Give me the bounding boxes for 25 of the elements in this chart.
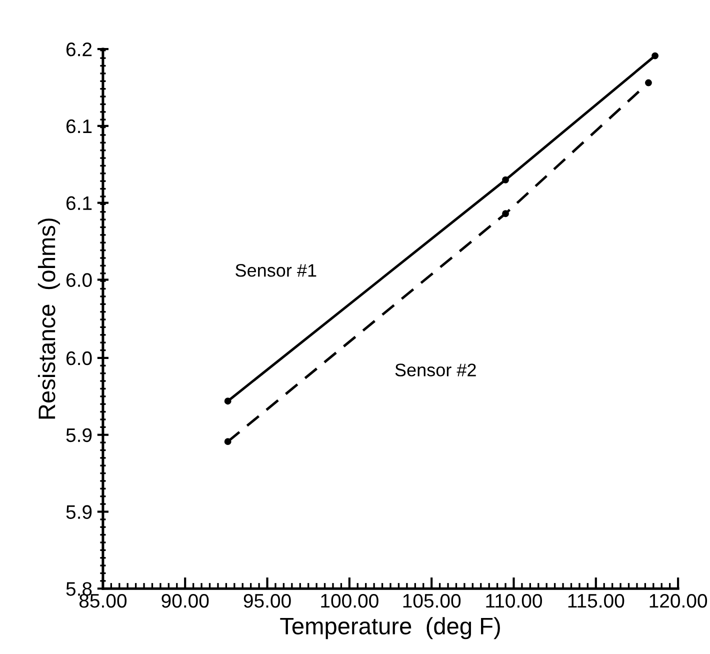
y-tick-label: 6.0 <box>66 351 92 366</box>
x-tick-label: 120.00 <box>650 594 708 608</box>
y-tick-label: 6.0 <box>66 273 92 287</box>
y-tick-label: 6.2 <box>66 42 92 56</box>
x-tick-label: 105.00 <box>403 594 461 608</box>
text: Sensor #2 <box>395 364 476 376</box>
x-tick-label: 110.00 <box>486 594 542 608</box>
y-tick-label: 5.9 <box>66 428 92 442</box>
point <box>652 52 659 60</box>
point <box>502 176 509 184</box>
y-tick-label: 6.1 <box>66 119 92 134</box>
y-tick-label: 5.8 <box>66 582 92 596</box>
point <box>502 210 509 218</box>
point <box>645 79 652 86</box>
x-tick-label: 90.00 <box>162 594 209 608</box>
point <box>224 438 232 446</box>
x-axis-title: Temperature (deg F) <box>280 617 500 640</box>
text: Sensor #1 <box>236 264 316 277</box>
x-tick-label: 95.00 <box>244 594 291 608</box>
x-tick-label: 115.00 <box>568 594 624 608</box>
point <box>224 398 232 405</box>
y-axis-title: Resistance (ohms) <box>38 218 60 419</box>
y-tick-label: 6.1 <box>66 196 92 210</box>
x-tick-label: 100.00 <box>321 594 378 608</box>
y-tick-label: 5.9 <box>66 505 92 519</box>
